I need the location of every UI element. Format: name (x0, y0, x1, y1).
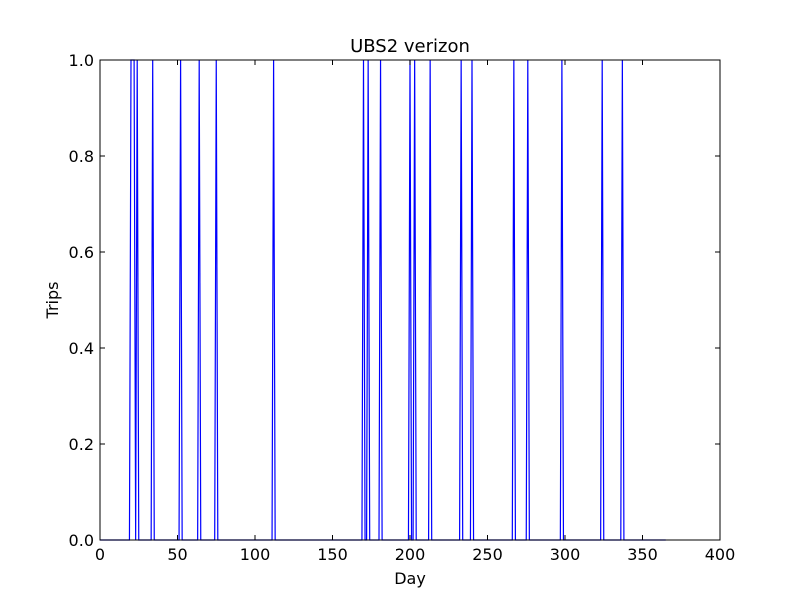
chart-title: UBS2 verizon (350, 36, 470, 57)
y-tick-label: 1.0 (69, 51, 94, 70)
x-tick-label: 400 (705, 545, 736, 564)
y-tick-label: 0.0 (69, 531, 94, 550)
y-tick-label: 0.2 (69, 435, 94, 454)
y-tick-label: 0.8 (69, 147, 94, 166)
x-axis-label: Day (394, 569, 426, 588)
y-tick-label: 0.4 (69, 339, 94, 358)
x-tick-label: 150 (317, 545, 348, 564)
x-tick-label: 300 (550, 545, 581, 564)
series-line-0 (100, 59, 666, 541)
plot-frame (99, 59, 721, 541)
x-tick-label: 250 (472, 545, 503, 564)
x-tick-label: 0 (95, 545, 105, 564)
y-axis-label: Trips (43, 282, 62, 320)
y-tick-label: 0.6 (69, 243, 94, 262)
x-tick-label: 50 (167, 545, 187, 564)
x-tick-label: 200 (395, 545, 426, 564)
series-layer (100, 59, 666, 541)
x-tick-label: 350 (627, 545, 658, 564)
tick-labels-layer: 0 50 100 150 200 250 300 350 400 0.0 0.2 0.4 0.6 0.8 1… (69, 51, 736, 564)
x-tick-label: 100 (240, 545, 271, 564)
